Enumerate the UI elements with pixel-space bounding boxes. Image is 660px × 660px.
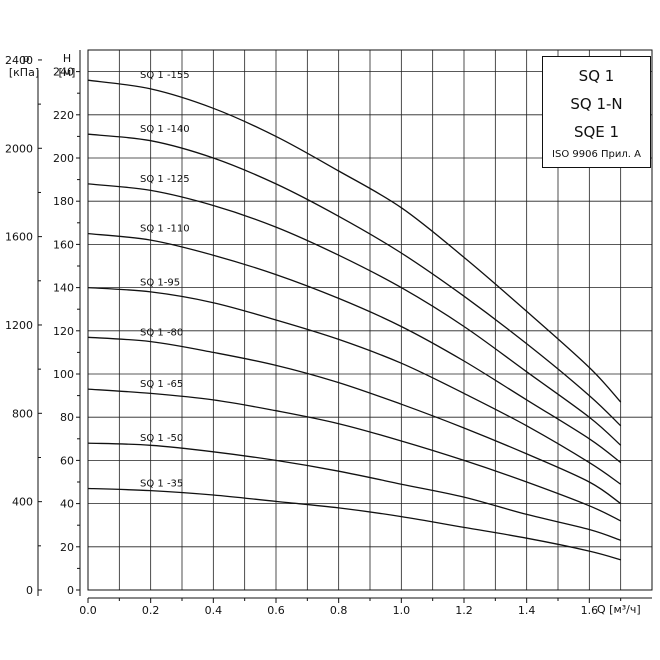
p-tick-label: 2400 — [5, 54, 33, 67]
curve-label: SQ 1 -125 — [140, 174, 190, 185]
plot-frame — [87, 49, 653, 591]
h-tick-label: 160 — [53, 238, 74, 251]
curve-label: SQ 1 -35 — [140, 478, 183, 489]
h-tick-label: 240 — [53, 66, 74, 79]
h-tick-label: 20 — [60, 541, 74, 554]
q-tick-label: 0.0 — [79, 604, 97, 617]
h-tick-label: 140 — [53, 282, 74, 295]
pump-curve — [87, 79, 622, 403]
p-tick-label: 1200 — [5, 319, 33, 332]
h-tick-label: 80 — [60, 411, 74, 424]
curve-label: SQ 1 -65 — [140, 379, 183, 390]
pump-curve — [87, 286, 622, 485]
pump-curve — [87, 133, 622, 427]
q-tick-label: 0.8 — [330, 604, 348, 617]
h-tick-label: 200 — [53, 152, 74, 165]
p-axis-label: p — [23, 52, 30, 65]
p-tick-label: 2000 — [5, 142, 33, 155]
curve-label: SQ 1 -80 — [140, 327, 183, 338]
pump-curve — [87, 487, 621, 561]
q-tick-label: 1.0 — [393, 604, 411, 617]
pump-curve — [87, 232, 622, 464]
pump-model-title: SQ 1 — [578, 67, 615, 85]
h-tick-label: 60 — [60, 454, 74, 467]
p-tick-label: 400 — [12, 496, 33, 509]
q-tick-label: 1.4 — [518, 604, 536, 617]
p-axis-unit: [кПа] — [9, 66, 39, 79]
curve-label: SQ 1 -50 — [140, 433, 183, 444]
p-tick-label: 800 — [12, 407, 33, 420]
curve-label: SQ 1 -140 — [140, 124, 190, 135]
pump-title-box: SQ 1 SQ 1-N SQE 1 ISO 9906 Прил. A — [542, 56, 651, 168]
curve-labels: SQ 1 -35 SQ 1 -50 SQ 1 -65 SQ 1 -80 SQ 1-95 S… — [140, 70, 190, 489]
standard-note: ISO 9906 Прил. A — [552, 149, 641, 160]
pump-curve — [87, 388, 621, 522]
q-axis-label: Q [м³/ч] — [597, 603, 641, 616]
curve-label: SQ 1-95 — [140, 278, 180, 289]
q-tick-label: 0.6 — [267, 604, 285, 617]
q-tick-label: 1.2 — [455, 604, 473, 617]
pump-curve — [87, 442, 621, 541]
h-axis-unit: [м] — [59, 66, 76, 79]
h-tick-label: 0 — [67, 584, 74, 597]
curve-label: SQ 1 -110 — [140, 224, 190, 235]
h-tick-label: 220 — [53, 109, 74, 122]
p-tick-label: 1600 — [5, 231, 33, 244]
q-tick-label: 1.6 — [581, 604, 599, 617]
h-tick-label: 120 — [53, 325, 74, 338]
curves — [87, 79, 622, 561]
pump-model-title: SQE 1 — [573, 123, 620, 141]
pump-curve — [87, 336, 622, 505]
pump-model-title: SQ 1-N — [570, 95, 623, 113]
h-axis-label: H — [63, 52, 71, 65]
axes: 0204060801001201401601802002202400400800… — [5, 49, 653, 617]
pump-curve — [87, 183, 622, 446]
h-tick-label: 40 — [60, 498, 74, 511]
h-tick-label: 100 — [53, 368, 74, 381]
q-tick-label: 0.2 — [142, 604, 160, 617]
q-tick-label: 0.4 — [205, 604, 223, 617]
p-tick-label: 0 — [26, 584, 33, 597]
curve-label: SQ 1 -155 — [140, 70, 190, 81]
h-tick-label: 180 — [53, 195, 74, 208]
